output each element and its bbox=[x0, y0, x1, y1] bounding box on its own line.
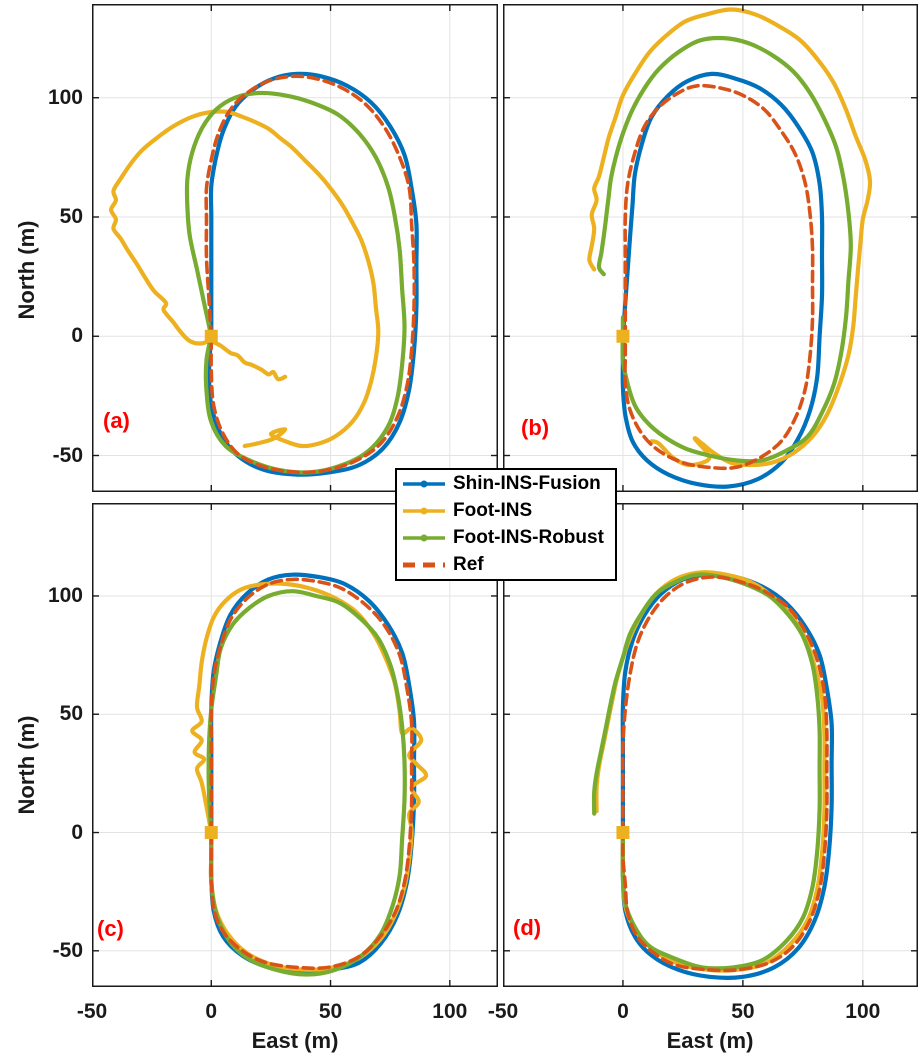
x-tick-label: 50 bbox=[318, 1000, 343, 1023]
legend-label: Foot-INS bbox=[453, 500, 533, 522]
x-tick-label: 50 bbox=[731, 1000, 755, 1023]
y-tick-label: 0 bbox=[71, 820, 83, 844]
x-tick-label: 100 bbox=[845, 1000, 881, 1023]
legend-line-sample-ref bbox=[401, 558, 447, 572]
plot-panel-c bbox=[92, 503, 498, 987]
trajectory-foot-ins-robust bbox=[596, 35, 853, 464]
x-tick-label: 0 bbox=[205, 1000, 218, 1023]
trajectory-foot-ins bbox=[587, 7, 873, 468]
start-position-marker bbox=[204, 826, 218, 840]
trajectory-shin-ins-fusion bbox=[620, 71, 825, 489]
panel-label-b: (b) bbox=[521, 415, 550, 440]
legend-line-sample-foot-ins bbox=[401, 504, 447, 518]
plot-panel-d bbox=[503, 503, 918, 987]
y-axis-label-top: North (m) bbox=[14, 220, 39, 320]
plot-panel-a bbox=[92, 4, 498, 492]
y-tick-label: 100 bbox=[47, 583, 83, 607]
legend-marker-dot bbox=[420, 534, 428, 542]
x-axis-label-left: East (m) bbox=[251, 1028, 339, 1053]
legend: Shin-INS-Fusion Foot-INS Foot-INS-Robust… bbox=[395, 468, 617, 581]
legend-label: Foot-INS-Robust bbox=[453, 526, 604, 548]
legend-marker-dot bbox=[420, 507, 428, 515]
trajectory-ref bbox=[209, 577, 414, 971]
panel-label-a: (a) bbox=[103, 408, 130, 433]
trajectory-shin-ins-fusion bbox=[206, 71, 419, 477]
axes-frame bbox=[503, 4, 918, 492]
legend-entry: Shin-INS-Fusion bbox=[401, 471, 615, 497]
start-position-marker bbox=[616, 826, 630, 840]
panel-label-d: (d) bbox=[513, 915, 542, 940]
panel-label-c: (c) bbox=[97, 916, 124, 941]
start-position-marker bbox=[204, 329, 218, 343]
y-tick-label: -50 bbox=[52, 938, 83, 962]
legend-line-sample-shin-ins-fusion bbox=[401, 477, 447, 491]
trajectory-foot-ins-robust bbox=[591, 572, 822, 971]
trajectory-foot-ins-robust bbox=[206, 589, 407, 977]
x-tick-label: -50 bbox=[487, 1000, 519, 1023]
trajectory-shin-ins-fusion bbox=[620, 572, 835, 980]
axes-frame bbox=[503, 503, 918, 987]
axes-frame bbox=[92, 503, 498, 987]
trajectory-ref bbox=[620, 575, 829, 973]
start-position-marker bbox=[616, 329, 630, 343]
trajectory-foot-ins bbox=[209, 338, 288, 382]
trajectory-ref bbox=[204, 74, 417, 475]
legend-label: Shin-INS-Fusion bbox=[453, 473, 601, 495]
legend-entry: Ref bbox=[401, 552, 615, 578]
x-axis-label-right: East (m) bbox=[666, 1028, 754, 1053]
legend-entry: Foot-INS-Robust bbox=[401, 525, 615, 551]
legend-label: Ref bbox=[453, 553, 484, 575]
y-axis-label-bottom: North (m) bbox=[14, 715, 39, 815]
y-tick-label: 0 bbox=[71, 324, 83, 348]
trajectory-ref bbox=[623, 83, 815, 471]
axes-frame bbox=[92, 4, 498, 492]
y-tick-label: 100 bbox=[47, 85, 83, 109]
x-tick-label: -50 bbox=[76, 1000, 108, 1023]
x-tick-label: 0 bbox=[617, 1000, 629, 1023]
legend-line-sample-foot-ins-robust bbox=[401, 531, 447, 545]
trajectory-shin-ins-fusion bbox=[209, 572, 417, 975]
plot-panel-b bbox=[503, 4, 918, 492]
x-tick-label: 100 bbox=[432, 1000, 468, 1023]
y-tick-label: 50 bbox=[59, 702, 83, 726]
legend-marker-dot bbox=[420, 480, 428, 488]
y-tick-label: 50 bbox=[59, 204, 83, 228]
trajectory-foot-ins bbox=[109, 109, 381, 449]
legend-entry: Foot-INS bbox=[401, 498, 615, 524]
y-tick-label: -50 bbox=[52, 443, 83, 467]
